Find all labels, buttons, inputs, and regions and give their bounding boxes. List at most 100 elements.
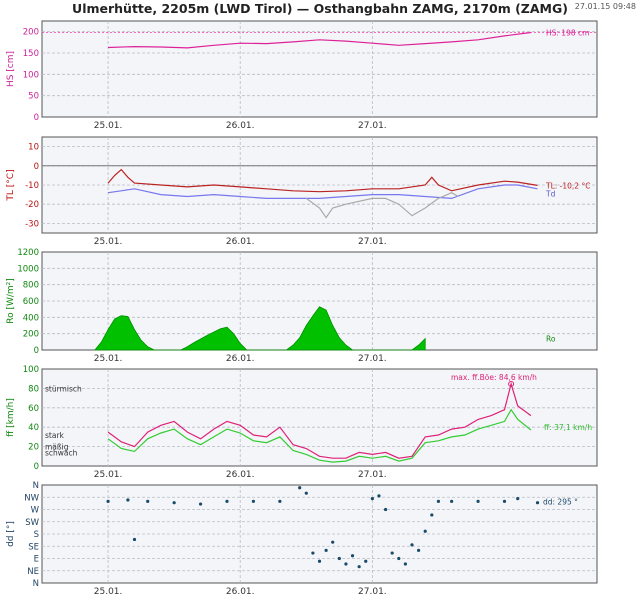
y-tick-label: 20	[28, 443, 39, 453]
y-tick-label: 400	[23, 313, 39, 323]
y-axis-label: TL [°C]	[6, 169, 16, 201]
x-tick-label: 25.01.	[94, 237, 123, 247]
y-tick-label: 50	[28, 92, 39, 102]
data-point	[198, 502, 203, 506]
data-point	[370, 497, 374, 501]
x-tick-label: 26.01.	[226, 354, 255, 364]
y-tick-label: NW	[24, 493, 39, 503]
data-point	[383, 507, 388, 512]
data-point	[377, 494, 381, 498]
wind-category-label: mäßig	[45, 442, 69, 451]
y-tick-label: 40	[28, 423, 39, 433]
x-tick-label: 27.01.	[358, 354, 387, 364]
data-point	[417, 548, 421, 552]
x-tick-label: 27.01.	[358, 470, 387, 480]
data-point	[403, 562, 407, 566]
x-tick-label: 26.01.	[226, 237, 255, 247]
x-tick-label: 27.01.	[358, 121, 387, 131]
data-point	[397, 556, 401, 561]
data-point	[278, 499, 282, 503]
timestamp: 27.01.15 09:48	[575, 2, 636, 11]
data-point	[106, 499, 110, 503]
data-point	[331, 540, 335, 544]
data-point	[410, 543, 414, 547]
y-tick-label: 100	[23, 365, 39, 375]
y-tick-label: 600	[23, 297, 39, 307]
data-point	[298, 486, 302, 490]
y-tick-label: 150	[23, 49, 39, 59]
panel-5: N NE E SE S SW W NW N 25.01. 26.01. 27.01. dd [°] dd:…	[6, 481, 598, 597]
x-tick-label: 26.01.	[226, 587, 255, 597]
data-point	[304, 491, 308, 495]
y-tick-label: -20	[25, 200, 39, 210]
panel-2: -30 -20 -10 0 10 25.01. 26.01. 27.01. TL [°C] TL:…	[6, 136, 598, 247]
panel-4: 0 20 40 60 80 100 25.01. 26.01. 27.01. ff [km/h] s…	[6, 365, 598, 480]
data-point	[146, 499, 150, 503]
annotation-label: ff: 37,1 km/h	[544, 423, 592, 432]
max-gust-marker	[508, 380, 515, 387]
y-tick-label: SE	[28, 542, 39, 552]
line-series-1	[107, 381, 532, 459]
y-tick-label: 60	[28, 404, 39, 414]
panel-3: 0 200 400 600 800 1000 1200 25.01. 26.01. 27.01. R…	[6, 248, 598, 364]
data-point	[364, 559, 368, 563]
y-tick-label: 1200	[17, 248, 39, 258]
y-tick-label: N	[33, 579, 39, 589]
data-point	[423, 529, 427, 533]
y-tick-label: S	[34, 530, 39, 540]
x-tick-label: 25.01.	[94, 587, 123, 597]
data-point	[502, 499, 507, 503]
data-point	[476, 499, 480, 503]
data-point	[516, 497, 520, 501]
y-tick-label: -30	[25, 219, 39, 229]
y-tick-label: 0	[34, 113, 39, 123]
data-point	[132, 537, 137, 542]
data-point	[344, 562, 348, 566]
data-point	[450, 499, 454, 503]
y-tick-label: N	[33, 481, 39, 491]
y-tick-label: 1000	[17, 264, 39, 274]
data-point	[324, 548, 328, 552]
y-tick-label: E	[34, 555, 39, 565]
chart-title: Ulmerhütte, 2205m (LWD Tirol) — Osthangb…	[72, 1, 568, 16]
data-point	[430, 513, 434, 517]
data-point	[436, 499, 441, 503]
y-tick-label: 80	[28, 384, 39, 394]
annotation-label: Ro	[546, 335, 556, 344]
line-series-2	[108, 184, 538, 200]
y-tick-label: 200	[23, 330, 39, 340]
annotation-label: TL: -10,2 °C	[545, 181, 590, 190]
x-tick-label: 27.01.	[358, 587, 387, 597]
y-tick-label: SW	[25, 518, 39, 528]
line-series-3	[305, 192, 459, 219]
data-point	[172, 501, 176, 505]
data-point	[357, 565, 361, 569]
line-series-1	[108, 31, 531, 49]
wind-category-label: stark	[45, 431, 65, 440]
annotation-label: HS: 198 cm	[546, 29, 589, 38]
y-tick-label: W	[31, 506, 40, 516]
y-tick-label: 10	[28, 143, 39, 153]
y-tick-label: 200	[23, 28, 39, 38]
y-axis-label: ff [km/h]	[6, 398, 16, 437]
data-point	[126, 498, 130, 502]
data-point	[390, 551, 394, 555]
x-tick-label: 26.01.	[226, 470, 255, 480]
area-series-1	[94, 306, 426, 351]
y-tick-label: 100	[23, 70, 39, 80]
data-point	[251, 499, 256, 503]
data-point	[535, 501, 540, 505]
wind-category-label: schwach	[45, 448, 78, 457]
x-tick-label: 25.01.	[94, 354, 123, 364]
panel-frame	[41, 20, 598, 118]
x-tick-label: 27.01.	[358, 237, 387, 247]
line-series-2	[107, 408, 532, 463]
x-tick-label: 26.01.	[226, 121, 255, 131]
panel-1: 0 50 100 150 200 25.01. 26.01. 27.01. HS [cm] HS:…	[6, 20, 598, 131]
y-axis-label: HS [cm]	[6, 51, 16, 87]
data-point	[225, 499, 229, 503]
data-point	[350, 554, 355, 558]
y-tick-label: 800	[23, 281, 39, 291]
wind-category-label: stürmisch	[45, 384, 82, 393]
